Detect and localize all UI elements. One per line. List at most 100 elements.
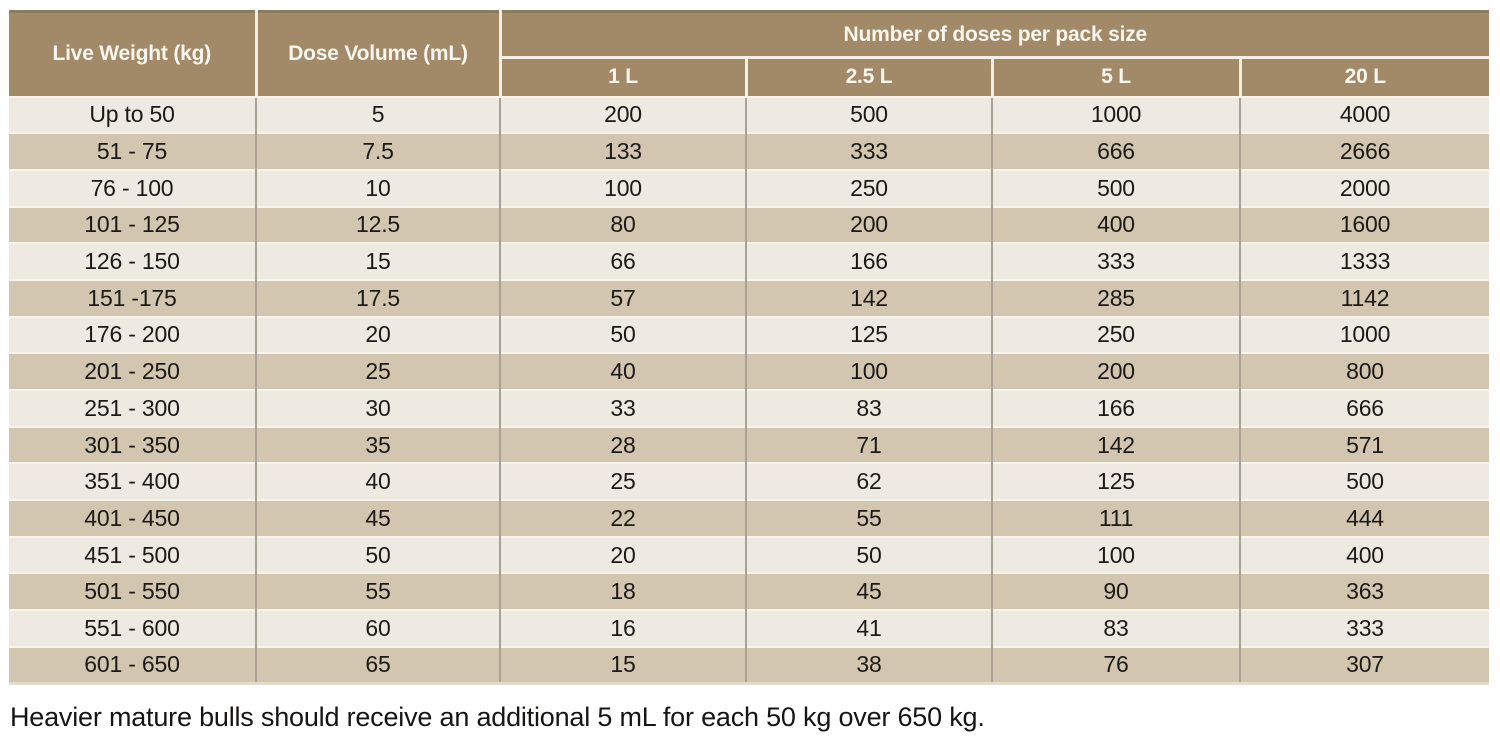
cell-doses-20l: 444 bbox=[1240, 499, 1490, 537]
table-row: 301 - 350 35 28 71 142 571 bbox=[9, 425, 1490, 464]
cell-doses-1l: 57 bbox=[500, 278, 747, 317]
cell-dose-volume: 20 bbox=[256, 315, 501, 354]
cell-dose-volume: 25 bbox=[256, 352, 501, 390]
cell-doses-1l: 66 bbox=[500, 242, 747, 280]
cell-doses-1l: 133 bbox=[500, 132, 747, 170]
cell-dose-volume: 17.5 bbox=[256, 278, 501, 317]
cell-doses-5l: 500 bbox=[992, 168, 1241, 207]
cell-dose-volume: 7.5 bbox=[256, 132, 501, 170]
cell-dose-volume: 45 bbox=[256, 499, 501, 537]
cell-doses-2-5l: 166 bbox=[746, 242, 993, 280]
cell-live-weight: Up to 50 bbox=[9, 95, 257, 134]
header-dose-volume: Dose Volume (mL) bbox=[256, 11, 502, 97]
cell-doses-1l: 80 bbox=[500, 205, 747, 244]
cell-doses-5l: 166 bbox=[992, 389, 1241, 427]
cell-doses-2-5l: 500 bbox=[746, 95, 993, 134]
dosage-table: Live Weight (kg) Dose Volume (mL) Number… bbox=[9, 10, 1490, 685]
cell-doses-2-5l: 50 bbox=[746, 535, 993, 574]
cell-doses-1l: 50 bbox=[500, 315, 747, 354]
table-row: 401 - 450 45 22 55 111 444 bbox=[9, 499, 1490, 537]
header-doses-per-pack-size: Number of doses per pack size bbox=[500, 11, 1490, 59]
cell-doses-20l: 800 bbox=[1240, 352, 1490, 390]
cell-doses-5l: 285 bbox=[992, 278, 1241, 317]
cell-doses-1l: 200 bbox=[500, 95, 747, 134]
cell-live-weight: 601 - 650 bbox=[9, 645, 257, 685]
cell-doses-5l: 83 bbox=[992, 609, 1241, 647]
cell-dose-volume: 15 bbox=[256, 242, 501, 280]
table-row: 601 - 650 65 15 38 76 307 bbox=[9, 645, 1490, 685]
cell-doses-2-5l: 45 bbox=[746, 572, 993, 611]
cell-doses-5l: 125 bbox=[992, 462, 1241, 501]
cell-doses-1l: 28 bbox=[500, 425, 747, 464]
cell-doses-2-5l: 142 bbox=[746, 278, 993, 317]
table-row: 51 - 75 7.5 133 333 666 2666 bbox=[9, 132, 1490, 170]
cell-doses-20l: 1000 bbox=[1240, 315, 1490, 354]
header-pack-size-row: 1 L 2.5 L 5 L 20 L bbox=[9, 57, 1490, 97]
header-pack-5l: 5 L bbox=[992, 57, 1242, 97]
cell-live-weight: 101 - 125 bbox=[9, 205, 257, 244]
cell-doses-20l: 1333 bbox=[1240, 242, 1490, 280]
cell-doses-20l: 666 bbox=[1240, 389, 1490, 427]
cell-doses-5l: 333 bbox=[992, 242, 1241, 280]
cell-live-weight: 451 - 500 bbox=[9, 535, 257, 574]
cell-doses-20l: 1142 bbox=[1240, 278, 1490, 317]
cell-doses-1l: 18 bbox=[500, 572, 747, 611]
cell-dose-volume: 65 bbox=[256, 645, 501, 685]
table-row: Up to 50 5 200 500 1000 4000 bbox=[9, 95, 1490, 134]
header-live-weight: Live Weight (kg) bbox=[9, 11, 258, 97]
table-row: 201 - 250 25 40 100 200 800 bbox=[9, 352, 1490, 390]
cell-live-weight: 151 -175 bbox=[9, 278, 257, 317]
dosage-table-container: Live Weight (kg) Dose Volume (mL) Number… bbox=[9, 10, 1490, 685]
cell-dose-volume: 30 bbox=[256, 389, 501, 427]
cell-doses-2-5l: 200 bbox=[746, 205, 993, 244]
cell-live-weight: 251 - 300 bbox=[9, 389, 257, 427]
cell-doses-2-5l: 250 bbox=[746, 168, 993, 207]
cell-doses-20l: 2000 bbox=[1240, 168, 1490, 207]
cell-doses-5l: 250 bbox=[992, 315, 1241, 354]
table-row: 76 - 100 10 100 250 500 2000 bbox=[9, 168, 1490, 207]
header-pack-2-5l: 2.5 L bbox=[746, 57, 994, 97]
cell-doses-1l: 25 bbox=[500, 462, 747, 501]
cell-live-weight: 176 - 200 bbox=[9, 315, 257, 354]
cell-doses-5l: 1000 bbox=[992, 95, 1241, 134]
table-header: Live Weight (kg) Dose Volume (mL) Number… bbox=[9, 11, 1490, 97]
cell-doses-1l: 16 bbox=[500, 609, 747, 647]
cell-doses-1l: 22 bbox=[500, 499, 747, 537]
cell-doses-2-5l: 41 bbox=[746, 609, 993, 647]
table-row: 351 - 400 40 25 62 125 500 bbox=[9, 462, 1490, 501]
cell-doses-1l: 20 bbox=[500, 535, 747, 574]
cell-live-weight: 501 - 550 bbox=[9, 572, 257, 611]
cell-dose-volume: 12.5 bbox=[256, 205, 501, 244]
cell-live-weight: 126 - 150 bbox=[9, 242, 257, 280]
cell-doses-20l: 4000 bbox=[1240, 95, 1490, 134]
table-row: 176 - 200 20 50 125 250 1000 bbox=[9, 315, 1490, 354]
cell-doses-2-5l: 55 bbox=[746, 499, 993, 537]
cell-live-weight: 301 - 350 bbox=[9, 425, 257, 464]
cell-doses-20l: 333 bbox=[1240, 609, 1490, 647]
cell-live-weight: 351 - 400 bbox=[9, 462, 257, 501]
cell-doses-20l: 400 bbox=[1240, 535, 1490, 574]
cell-doses-5l: 90 bbox=[992, 572, 1241, 611]
header-pack-1l: 1 L bbox=[500, 57, 748, 97]
cell-doses-1l: 40 bbox=[500, 352, 747, 390]
cell-doses-5l: 142 bbox=[992, 425, 1241, 464]
cell-doses-1l: 15 bbox=[500, 645, 747, 685]
cell-live-weight: 51 - 75 bbox=[9, 132, 257, 170]
table-body: Up to 50 5 200 500 1000 4000 51 - 75 7.5 133 333 6… bbox=[9, 95, 1490, 685]
cell-live-weight: 551 - 600 bbox=[9, 609, 257, 647]
cell-doses-1l: 100 bbox=[500, 168, 747, 207]
footnote: Heavier mature bulls should receive an a… bbox=[10, 702, 985, 732]
table-row: 451 - 500 50 20 50 100 400 bbox=[9, 535, 1490, 574]
cell-live-weight: 401 - 450 bbox=[9, 499, 257, 537]
cell-doses-2-5l: 83 bbox=[746, 389, 993, 427]
table-row: 251 - 300 30 33 83 166 666 bbox=[9, 389, 1490, 427]
table-row: 126 - 150 15 66 166 333 1333 bbox=[9, 242, 1490, 280]
cell-doses-5l: 111 bbox=[992, 499, 1241, 537]
cell-dose-volume: 5 bbox=[256, 95, 501, 134]
cell-doses-1l: 33 bbox=[500, 389, 747, 427]
cell-doses-2-5l: 125 bbox=[746, 315, 993, 354]
cell-doses-2-5l: 71 bbox=[746, 425, 993, 464]
cell-doses-2-5l: 333 bbox=[746, 132, 993, 170]
cell-dose-volume: 50 bbox=[256, 535, 501, 574]
cell-doses-5l: 76 bbox=[992, 645, 1241, 685]
